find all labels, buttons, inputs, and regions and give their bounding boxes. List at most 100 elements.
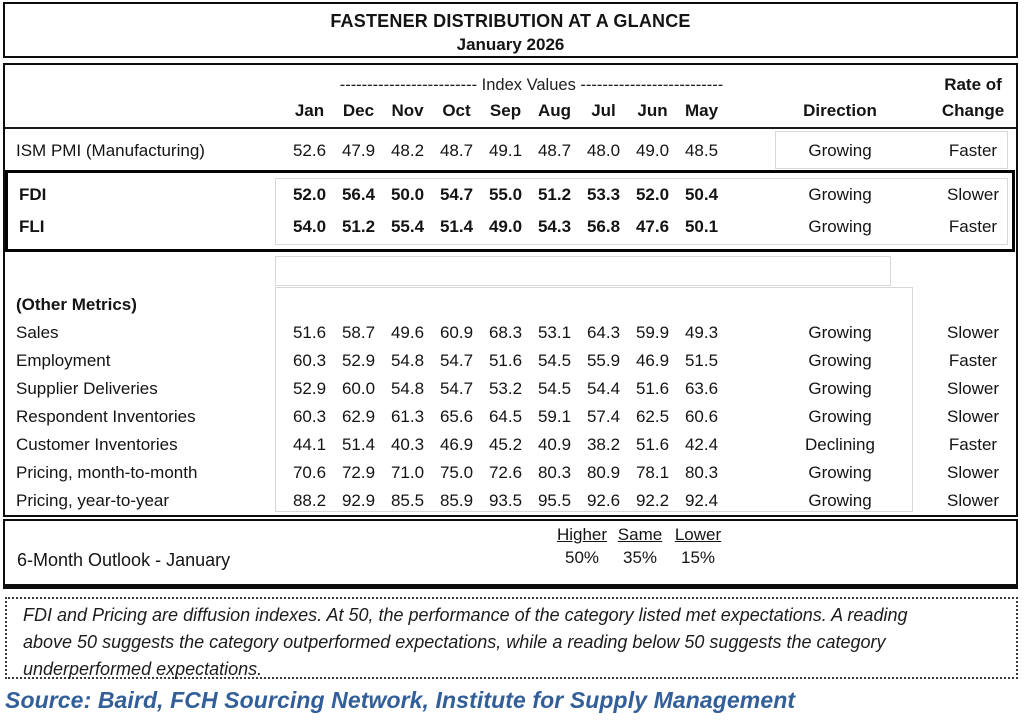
month-header-jun: Jun — [637, 101, 668, 120]
value-cell: 49.3 — [684, 323, 719, 342]
value-cell: 54.7 — [439, 351, 474, 370]
value-cell: 54.5 — [537, 351, 572, 370]
value-cell: 54.8 — [390, 379, 425, 398]
outlook-header-lower: Lower — [674, 525, 722, 544]
value-cell: 95.5 — [537, 491, 572, 510]
value-cell: 53.2 — [488, 379, 523, 398]
month-header-oct: Oct — [442, 101, 471, 120]
value-cell: 49.0 — [635, 141, 670, 160]
direction-cell: Growing — [808, 491, 872, 510]
value-cell: 58.7 — [341, 323, 376, 342]
selection-artifact-box-other-values — [275, 287, 913, 512]
direction-cell: Growing — [808, 185, 872, 204]
row-label: Supplier Deliveries — [16, 379, 158, 398]
value-cell: 53.3 — [586, 185, 621, 204]
value-cell: 93.5 — [488, 491, 523, 510]
index-values-row: ------------------------- Index Values -… — [5, 72, 1016, 98]
rate-cell: Faster — [948, 141, 998, 160]
outlook-value-higher: 50% — [564, 548, 600, 567]
source-line: Source: Baird, FCH Sourcing Network, Ins… — [5, 687, 796, 713]
value-cell: 80.9 — [586, 463, 621, 482]
month-header-sep: Sep — [489, 101, 522, 120]
value-cell: 56.4 — [341, 185, 376, 204]
value-cell: 59.9 — [635, 323, 670, 342]
value-cell: 70.6 — [292, 463, 327, 482]
value-cell: 55.9 — [586, 351, 621, 370]
value-cell: 54.4 — [586, 379, 621, 398]
value-cell: 53.1 — [537, 323, 572, 342]
rate-of-header: Rate of — [944, 75, 1002, 94]
value-cell: 47.9 — [341, 141, 376, 160]
ism-row-container: ISM PMI (Manufacturing) 52.6 47.9 48.2 48.7 4… — [5, 129, 1016, 170]
value-cell: 40.9 — [537, 435, 572, 454]
value-cell: 44.1 — [292, 435, 327, 454]
value-cell: 68.3 — [488, 323, 523, 342]
value-cell: 51.4 — [439, 217, 474, 236]
direction-cell: Growing — [808, 463, 872, 482]
main-table: ------------------------- Index Values -… — [3, 63, 1018, 517]
value-cell: 52.9 — [292, 379, 327, 398]
value-cell: 62.5 — [635, 407, 670, 426]
value-cell: 64.3 — [586, 323, 621, 342]
index-values-label: ------------------------- Index Values -… — [339, 75, 724, 94]
other-metrics-section: (Other Metrics) Sales 51.6 58.7 49.6 60.9 68.… — [5, 291, 1016, 515]
value-cell: 85.5 — [390, 491, 425, 510]
direction-cell: Growing — [808, 351, 872, 370]
value-cell: 42.4 — [684, 435, 719, 454]
value-cell: 38.2 — [586, 435, 621, 454]
row-label: FLI — [19, 217, 45, 236]
value-cell: 54.7 — [439, 379, 474, 398]
month-header-may: May — [684, 101, 719, 120]
value-cell: 80.3 — [684, 463, 719, 482]
rate-cell: Slower — [947, 407, 999, 426]
direction-cell: Growing — [808, 379, 872, 398]
month-header-jul: Jul — [591, 101, 616, 120]
value-cell: 80.3 — [537, 463, 572, 482]
month-header-aug: Aug — [537, 101, 572, 120]
months-header-row: Jan Dec Nov Oct Sep Aug Jul Jun May Dire… — [5, 98, 1016, 124]
row-label: Respondent Inventories — [16, 407, 196, 426]
value-cell: 50.1 — [684, 217, 719, 236]
value-cell: 49.6 — [390, 323, 425, 342]
value-cell: 40.3 — [390, 435, 425, 454]
rate-cell: Faster — [948, 435, 998, 454]
row-label: FDI — [19, 185, 47, 204]
value-cell: 92.2 — [635, 491, 670, 510]
value-cell: 62.9 — [341, 407, 376, 426]
direction-cell: Growing — [808, 141, 872, 160]
value-cell: 92.6 — [586, 491, 621, 510]
change-header: Change — [941, 101, 1005, 120]
value-cell: 51.6 — [635, 379, 670, 398]
direction-cell: Growing — [808, 407, 872, 426]
rate-cell: Slower — [947, 185, 999, 204]
value-cell: 51.6 — [635, 435, 670, 454]
table-row-pricing-year-to-year: Pricing, year-to-year 88.2 92.9 85.5 85.9 93.… — [5, 487, 1016, 515]
value-cell: 88.2 — [292, 491, 327, 510]
value-cell: 59.1 — [537, 407, 572, 426]
table-row-supplier-deliveries: Supplier Deliveries 52.9 60.0 54.8 54.7 53.2 5… — [5, 375, 1016, 403]
value-cell: 48.7 — [537, 141, 572, 160]
value-cell: 51.6 — [292, 323, 327, 342]
month-header-dec: Dec — [342, 101, 375, 120]
table-row-employment: Employment 60.3 52.9 54.8 54.7 51.6 54.5 55.9 46… — [5, 347, 1016, 375]
direction-cell: Growing — [808, 323, 872, 342]
footnote-line-3: underperformed expectations. — [23, 659, 263, 679]
rate-cell: Faster — [948, 351, 998, 370]
value-cell: 72.9 — [341, 463, 376, 482]
value-cell: 60.9 — [439, 323, 474, 342]
value-cell: 92.9 — [341, 491, 376, 510]
row-label: Employment — [16, 351, 111, 370]
row-label: Pricing, year-to-year — [16, 491, 170, 510]
direction-cell: Growing — [808, 217, 872, 236]
value-cell: 52.6 — [292, 141, 327, 160]
outlook-box: 6-Month Outlook - January Higher Same Lo… — [3, 519, 1018, 589]
value-cell: 60.6 — [684, 407, 719, 426]
value-cell: 75.0 — [439, 463, 474, 482]
value-cell: 46.9 — [439, 435, 474, 454]
value-cell: 50.4 — [684, 185, 719, 204]
footnote-line-2: above 50 suggests the category outperfor… — [23, 632, 886, 652]
rate-cell: Faster — [948, 217, 998, 236]
table-row-pricing-month-to-month: Pricing, month-to-month 70.6 72.9 71.0 75.0 7… — [5, 459, 1016, 487]
direction-cell: Declining — [805, 435, 875, 454]
